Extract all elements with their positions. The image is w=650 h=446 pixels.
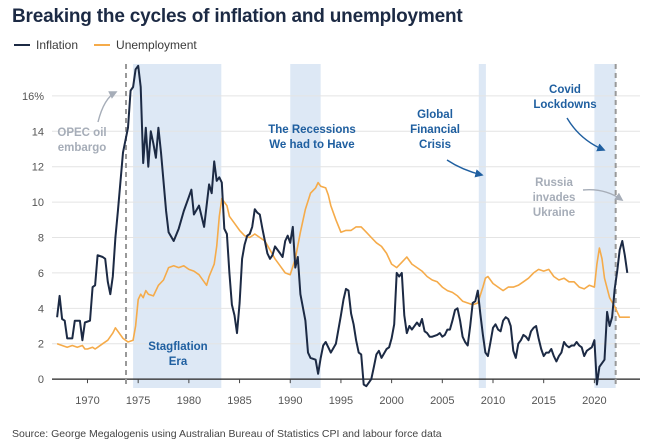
series-lines [56, 64, 630, 388]
annotation-gfc-line-0: Global [417, 109, 453, 121]
chart-legend: Inflation Unemployment [14, 38, 207, 52]
annotation-stagflation-line-1: Era [169, 356, 188, 368]
shaded-period-1 [290, 64, 321, 388]
y-tick-label-10: 10 [32, 197, 44, 209]
annotation-russia-line-2: Ukraine [533, 207, 575, 219]
shaded-period-2 [478, 64, 486, 388]
grid-lines: 0 2 4 6 8 10 12 14 16% [22, 91, 640, 386]
legend-item-inflation: Inflation [14, 38, 78, 52]
shaded-period-0 [133, 64, 222, 388]
annotation-arrow-1 [446, 159, 484, 178]
series-line-unemployment [56, 181, 630, 350]
x-tick-label-2010: 2010 [481, 395, 505, 407]
series-line-inflation [56, 64, 629, 388]
x-tick-label-2015: 2015 [531, 395, 555, 407]
annotation-opec-line-0: OPEC oil [57, 127, 106, 139]
x-tick-label-2020: 2020 [582, 395, 606, 407]
annotation-recession: The Recessions We had to Have [268, 124, 356, 151]
chart-title: Breaking the cycles of inflation and une… [12, 6, 463, 27]
annotation-arrow-2 [566, 117, 606, 152]
x-tick-label-1975: 1975 [126, 395, 150, 407]
annotation-russia-line-1: invades [533, 192, 576, 204]
x-tick-label-1970: 1970 [75, 395, 99, 407]
x-tick-label-1990: 1990 [278, 395, 302, 407]
source-note: Source: George Megalogenis using Austral… [12, 428, 442, 440]
annotation-recession-line-1: We had to Have [269, 139, 354, 151]
annotation-gfc-line-1: Financial [410, 124, 460, 136]
annotation-recession-line-0: The Recessions [268, 124, 356, 136]
annotation-russia-line-0: Russia [535, 177, 573, 189]
y-tick-label-12: 12 [32, 162, 44, 174]
legend-label-unemployment: Unemployment [116, 38, 197, 52]
y-tick-label-16: 16% [22, 91, 44, 103]
annotation-covid-line-1: Lockdowns [533, 99, 596, 111]
legend-swatch-inflation [14, 44, 30, 46]
x-tick-label-1995: 1995 [329, 395, 353, 407]
annotation-opec: OPEC oil embargo [57, 127, 106, 154]
x-tick-label-1980: 1980 [177, 395, 201, 407]
dashed-markers [125, 64, 617, 388]
annotation-stagflation-line-0: Stagflation [148, 341, 207, 353]
y-tick-label-6: 6 [38, 268, 44, 280]
annotation-arrow-3 [582, 189, 624, 201]
annotations: OPEC oil embargo Stagflation Era The Recessi… [57, 84, 624, 368]
y-tick-label-14: 14 [32, 126, 44, 138]
y-tick-label-8: 8 [38, 233, 44, 245]
y-tick-label-2: 2 [38, 339, 44, 351]
shaded-periods [133, 64, 616, 388]
y-tick-label-4: 4 [38, 303, 44, 315]
annotation-russia: Russia invades Ukraine [533, 177, 576, 219]
annotation-stagflation: Stagflation Era [148, 341, 207, 368]
annotation-opec-line-1: embargo [58, 142, 107, 154]
x-axis: 1970 1975 1980 1985 1990 1995 2000 2005 2010 2015… [52, 378, 640, 407]
legend-item-unemployment: Unemployment [94, 38, 197, 52]
x-tick-label-1985: 1985 [227, 395, 251, 407]
annotation-gfc: Global Financial Crisis [410, 109, 460, 151]
x-tick-label-2000: 2000 [379, 395, 403, 407]
x-tick-label-2005: 2005 [430, 395, 454, 407]
legend-swatch-unemployment [94, 44, 111, 46]
y-tick-label-0: 0 [38, 374, 44, 386]
legend-label-inflation: Inflation [36, 38, 79, 52]
annotation-gfc-line-2: Crisis [419, 139, 451, 151]
annotation-covid: Covid Lockdowns [533, 84, 596, 111]
annotation-covid-line-0: Covid [549, 84, 581, 96]
annotation-arrow-0 [97, 91, 118, 123]
